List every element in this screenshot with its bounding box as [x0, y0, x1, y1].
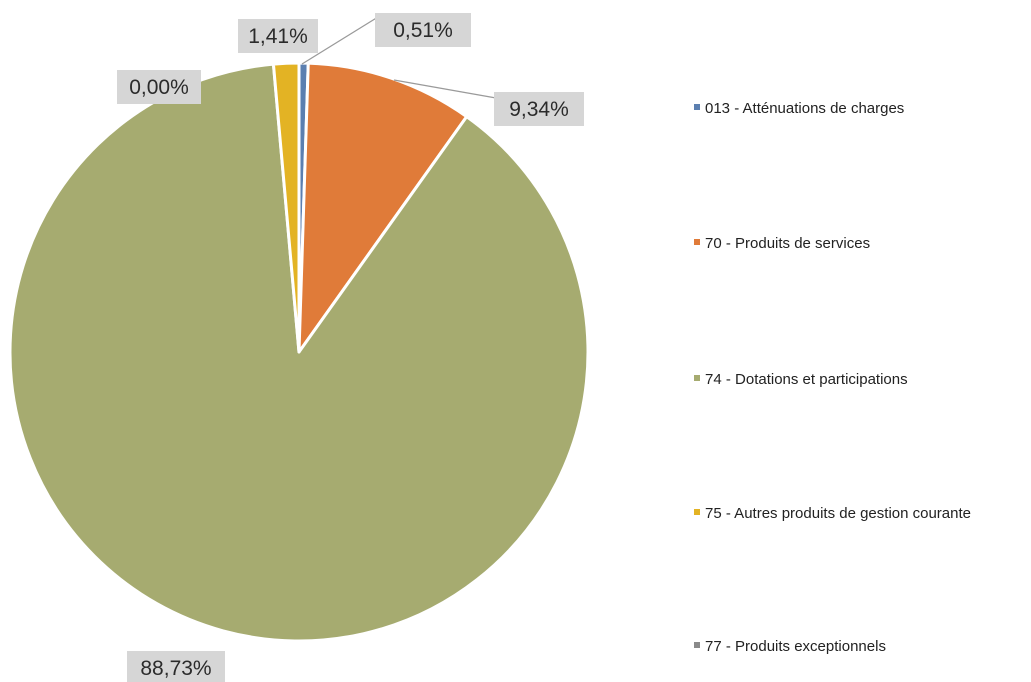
data-label-75-autres-produits-de-gestion-courante: 1,41% — [248, 25, 308, 48]
legend: 013 - Atténuations de charges 70 - Produi… — [694, 100, 971, 655]
legend-swatch-77-produits-exceptionnels — [694, 642, 700, 648]
legend-swatch-70-produits-de-services — [694, 239, 700, 245]
leader-line-013-attenuations-de-charges — [301, 16, 379, 65]
pie-slices — [8, 61, 590, 643]
data-label-box-013-attenuations-de-charges — [375, 13, 471, 47]
data-label-box-75-autres-produits-de-gestion-courante — [238, 19, 318, 53]
legend-label-77-produits-exceptionnels: 77 - Produits exceptionnels — [705, 638, 886, 655]
legend-label-75-autres-produits-de-gestion-courante: 75 - Autres produits de gestion courante — [705, 505, 971, 522]
data-label-box-70-produits-de-services — [494, 92, 584, 126]
data-label-74-dotations-et-participations: 88,73% — [140, 657, 211, 680]
legend-label-70-produits-de-services: 70 - Produits de services — [705, 235, 870, 252]
legend-swatch-013-attenuations-de-charges — [694, 104, 700, 110]
legend-swatch-75-autres-produits-de-gestion-courante — [694, 509, 700, 515]
pie-slice-75-autres-produits-de-gestion-courante — [271, 61, 301, 354]
data-label-box-77-produits-exceptionnels — [117, 70, 201, 104]
legend-label-74-dotations-et-participations: 74 - Dotations et participations — [705, 371, 908, 388]
leader-lines — [301, 16, 497, 99]
data-label-box-74-dotations-et-participations — [127, 651, 225, 682]
legend-label-013-attenuations-de-charges: 013 - Atténuations de charges — [705, 100, 904, 117]
legend-swatch-74-dotations-et-participations — [694, 375, 700, 381]
data-labels: 0,51% 9,34% 88,73% 1,41% 0,00% — [117, 13, 584, 682]
data-label-77-produits-exceptionnels: 0,00% — [129, 76, 189, 99]
pie-slice-70-produits-de-services — [297, 61, 469, 354]
leader-line-70-produits-de-services — [393, 79, 497, 99]
data-label-70-produits-de-services: 9,34% — [509, 98, 569, 121]
data-label-013-attenuations-de-charges: 0,51% — [393, 19, 453, 42]
